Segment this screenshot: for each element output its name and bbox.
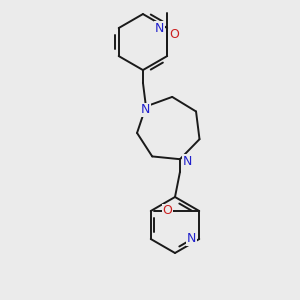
- Text: N: N: [155, 22, 164, 34]
- Text: N: N: [141, 103, 151, 116]
- Text: O: O: [169, 28, 179, 41]
- Text: O: O: [162, 205, 172, 218]
- Text: N: N: [183, 155, 192, 168]
- Text: N: N: [187, 232, 196, 245]
